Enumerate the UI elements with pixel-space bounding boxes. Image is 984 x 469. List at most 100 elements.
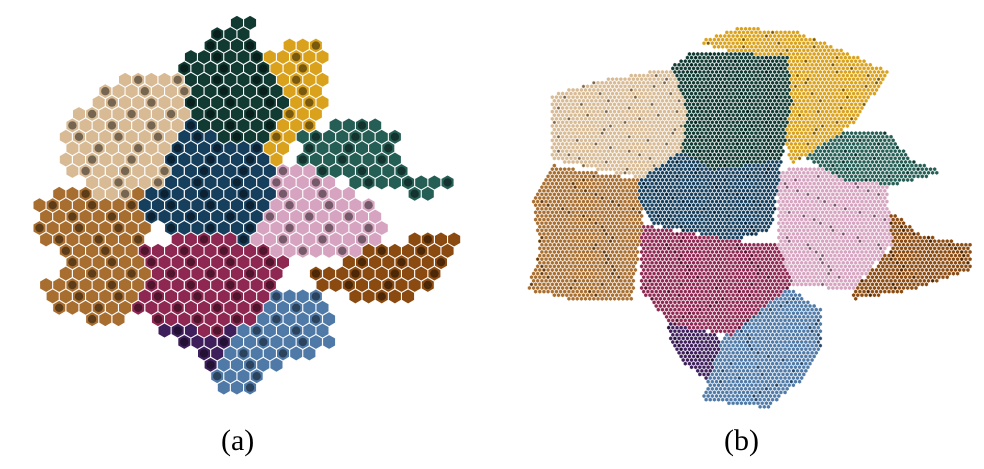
hex-cell [835, 170, 839, 176]
hex-cell [787, 130, 792, 136]
hex-cell [693, 206, 698, 212]
hex-cell [805, 192, 810, 197]
hex-cell [263, 254, 277, 270]
cluster-pink [776, 166, 894, 291]
hex-cell [144, 117, 158, 134]
hex-cell [751, 220, 756, 226]
hex-cell [791, 174, 796, 179]
hex-cell [585, 141, 590, 147]
hex-cell [803, 44, 808, 50]
hex-cell [795, 174, 800, 179]
hex-hit-marker [883, 218, 887, 221]
hex-cell [810, 220, 815, 226]
hex-cell [708, 166, 713, 172]
hex-cell [604, 94, 609, 100]
hex-cell [560, 134, 565, 140]
hex-cell [618, 163, 623, 168]
hex-hit-marker [265, 98, 275, 107]
hex-cell [610, 134, 615, 140]
hex-cell [579, 174, 584, 179]
hex-cell [724, 166, 729, 172]
hex-cell [662, 224, 667, 230]
hex-cell [666, 152, 671, 158]
hex-cell [587, 123, 592, 129]
hex-cell [612, 130, 617, 136]
hex-cell [814, 271, 819, 276]
hex-cell [289, 231, 303, 248]
hex-cell [276, 254, 290, 270]
hex-cell [612, 116, 617, 122]
hex-cell [845, 66, 850, 71]
hex-cell [791, 159, 796, 165]
hex-cell [882, 159, 887, 165]
hex-cell [778, 174, 783, 179]
hex-cell [575, 87, 580, 93]
hex-cell [685, 76, 690, 82]
hex-cell [699, 188, 704, 194]
hex-cell [753, 195, 758, 201]
hex-cell [157, 322, 172, 339]
hex-cell [217, 379, 231, 396]
hex-cell [783, 238, 788, 244]
hex-cell [664, 84, 669, 89]
hex-cell [810, 264, 815, 269]
hex-cell [614, 120, 619, 125]
hex-cell [712, 123, 717, 129]
hex-cell [718, 112, 723, 118]
hex-cell [697, 120, 702, 125]
hex-hit-marker [740, 92, 743, 95]
hex-cell [847, 84, 852, 89]
hex-cell [697, 91, 702, 96]
hex-cell [839, 112, 844, 118]
hex-cell [808, 145, 812, 150]
hex-cell [618, 141, 623, 147]
hex-cell [745, 195, 750, 201]
hex-cell [562, 109, 567, 114]
hex-hit-marker [55, 303, 64, 312]
hex-cell [691, 166, 696, 172]
hex-cell [569, 112, 573, 118]
hex-cell [566, 102, 571, 107]
hex-cell [639, 184, 644, 190]
hex-cell [243, 220, 257, 236]
hex-hit-marker [364, 223, 373, 233]
hex-cell [741, 30, 746, 35]
hex-cell [151, 288, 165, 305]
hex-cell [606, 120, 611, 125]
hex-hit-marker [166, 109, 176, 119]
hex-cell [631, 98, 636, 104]
hex-cell [362, 243, 376, 259]
hex-cell [857, 102, 862, 107]
hex-cell [857, 73, 862, 78]
hex-cell [768, 213, 773, 219]
hex-cell [857, 217, 862, 222]
hex-cell [822, 242, 827, 248]
hex-cell [641, 130, 646, 136]
hex-cell [633, 123, 638, 129]
hex-cell [880, 177, 885, 183]
hex-cell [778, 246, 783, 251]
hex-cell [296, 220, 310, 236]
hex-cell [579, 159, 584, 165]
hex-hit-marker [665, 193, 668, 196]
hex-cell [604, 87, 609, 93]
hex-cell [230, 220, 244, 236]
hex-cell [577, 156, 582, 161]
hex-cell [263, 117, 277, 134]
hex-cell [878, 231, 883, 237]
hex-cell [891, 181, 896, 186]
hex-cell [816, 109, 821, 114]
hex-cell [808, 267, 812, 273]
hex-cell [847, 256, 852, 262]
hex-cell [612, 123, 617, 129]
hex-cell [355, 277, 369, 293]
hex-cell [138, 220, 152, 236]
hex-hit-marker [819, 257, 822, 261]
hex-cell [573, 170, 578, 176]
hex-cell [263, 345, 277, 362]
hex-cell [816, 159, 821, 165]
hex-cell [816, 260, 821, 266]
hex-cell [839, 213, 844, 219]
hex-cell [758, 116, 763, 122]
hex-cell [658, 166, 663, 172]
